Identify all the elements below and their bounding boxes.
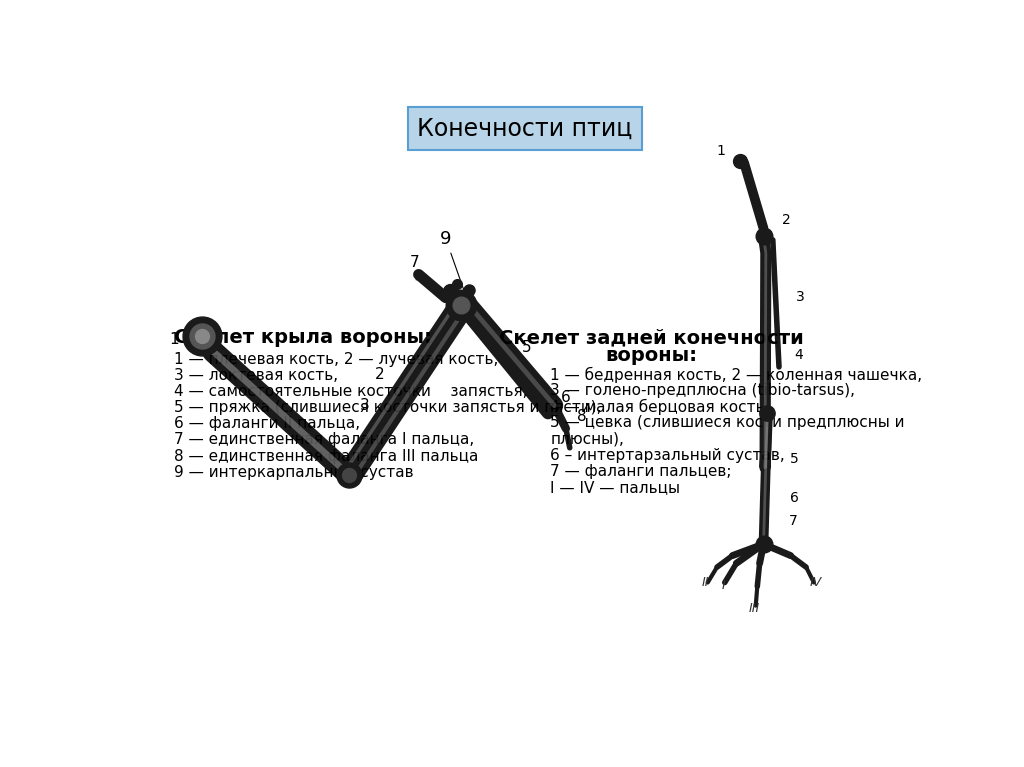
Text: IV: IV [810, 576, 822, 589]
Text: 7: 7 [410, 255, 420, 271]
Text: 9 — интеркарпальный сустав: 9 — интеркарпальный сустав [174, 465, 414, 479]
Text: Конечности птиц: Конечности птиц [417, 117, 633, 140]
Text: 3: 3 [796, 291, 804, 304]
Text: Скелет крыла вороны:: Скелет крыла вороны: [174, 328, 432, 347]
Text: 6 — фаланги II пальца,: 6 — фаланги II пальца, [174, 416, 360, 431]
Text: II: II [701, 576, 710, 589]
Text: 9: 9 [440, 230, 464, 291]
Text: 4 — самостоятельные косточки    запястья,: 4 — самостоятельные косточки запястья, [174, 384, 528, 399]
Text: 7 — фаланги пальцев;: 7 — фаланги пальцев; [550, 464, 732, 479]
Text: 5: 5 [791, 453, 799, 466]
Text: 1: 1 [717, 144, 725, 158]
Text: 3: 3 [359, 398, 370, 413]
Text: плюсны),: плюсны), [550, 432, 625, 446]
Text: 8 — единственная фаланга III пальца: 8 — единственная фаланга III пальца [174, 449, 479, 463]
Text: 2: 2 [375, 367, 385, 382]
Text: 4: 4 [794, 348, 803, 362]
Text: 3 — голено-предплюсна (tibio-tarsus),: 3 — голено-предплюсна (tibio-tarsus), [550, 383, 855, 398]
Text: 8: 8 [577, 410, 586, 424]
Text: Скелет задней конечности: Скелет задней конечности [499, 328, 804, 347]
Text: I: I [721, 578, 725, 591]
Text: 1 — бедренная кость, 2 — коленная чашечка,: 1 — бедренная кость, 2 — коленная чашечк… [550, 367, 923, 383]
Text: III: III [749, 602, 760, 615]
Text: 6: 6 [561, 390, 570, 405]
Text: 7: 7 [788, 514, 798, 528]
Text: 6 – интертарзальный сустав,: 6 – интертарзальный сустав, [550, 448, 785, 463]
Text: 1: 1 [170, 332, 179, 347]
Text: вороны:: вороны: [605, 346, 697, 365]
Text: 2: 2 [782, 213, 792, 228]
Text: 3 — локтевая кость,: 3 — локтевая кость, [174, 367, 339, 383]
Text: 1 — плечевая кость, 2 — лучевая кость,: 1 — плечевая кость, 2 — лучевая кость, [174, 351, 499, 367]
Text: 6: 6 [791, 491, 799, 505]
Text: 7 — единственная фаланга I пальца,: 7 — единственная фаланга I пальца, [174, 433, 475, 447]
Text: 5 — пряжка (слившиеся косточки запястья и пясти),: 5 — пряжка (слившиеся косточки запястья … [174, 400, 602, 415]
Text: 5 — цевка (слившиеся кости предплюсны и: 5 — цевка (слившиеся кости предплюсны и [550, 416, 905, 430]
Text: 4: 4 [414, 271, 424, 286]
Text: 5: 5 [522, 341, 531, 355]
Text: 4 — малая берцовая кость,: 4 — малая берцовая кость, [550, 400, 770, 416]
Text: I — IV — пальцы: I — IV — пальцы [550, 480, 680, 495]
